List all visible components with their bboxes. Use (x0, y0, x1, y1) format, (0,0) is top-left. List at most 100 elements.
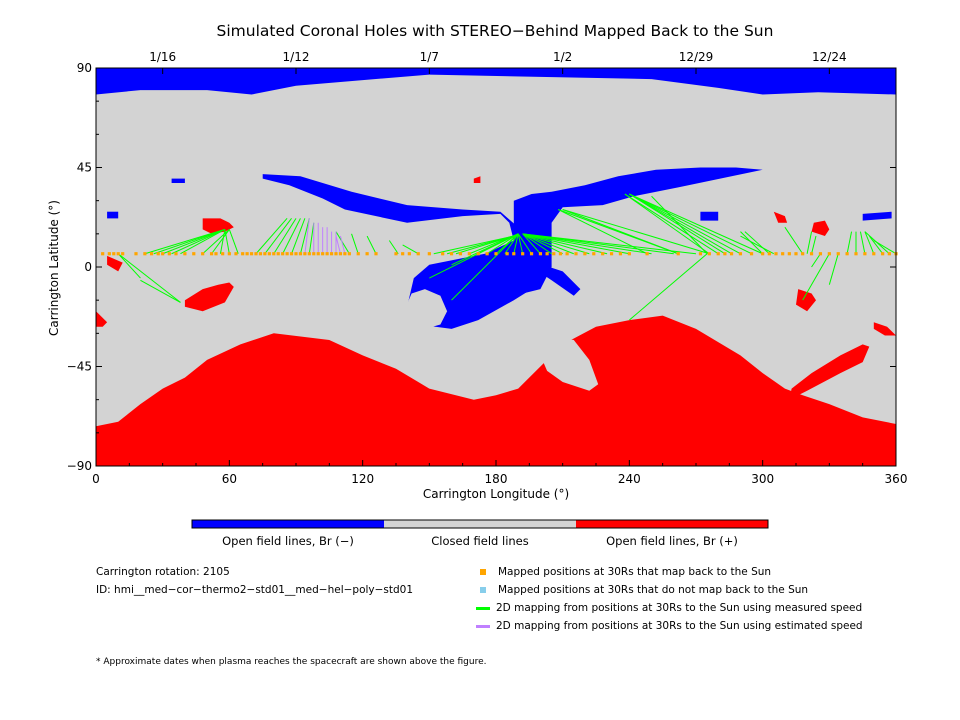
negative-patch-1 (700, 211, 719, 221)
mapped-position-point (723, 252, 727, 256)
mapped-position-point (545, 252, 549, 256)
measured-speed-line (624, 193, 710, 255)
legend-label-estimated: 2D mapping from positions at 30Rs to the… (496, 620, 863, 632)
mapped-position-point (272, 252, 276, 256)
mapped-position-point (167, 252, 171, 256)
negative-hole-band (262, 174, 541, 329)
mapped-position-point (601, 252, 605, 256)
mapped-position-point (263, 252, 267, 256)
measured-speed-line (219, 229, 226, 254)
footnote: * Approximate dates when plasma reaches … (96, 657, 487, 667)
legend-swatch-unmapped (480, 587, 486, 593)
measured-speed-line (811, 253, 821, 268)
mapped-position-point (316, 252, 320, 256)
negative-hole-extension (507, 167, 763, 294)
mapped-position-point (329, 252, 334, 256)
colorbar-segment-open-negative (192, 520, 384, 528)
x-tick-label: 60 (222, 472, 237, 486)
mapped-position-point (449, 252, 454, 256)
measured-speed-line (140, 279, 181, 303)
mapped-position-point (794, 252, 798, 256)
mapped-position-point (521, 252, 525, 256)
positive-patch-3 (107, 255, 123, 272)
mapped-position-point (149, 252, 154, 256)
mapped-position-point (101, 252, 105, 256)
mapped-position-point (774, 252, 778, 256)
measured-speed-line (629, 193, 732, 255)
mapped-position-point (583, 252, 587, 256)
measured-speed-line (255, 218, 288, 255)
measured-speed-line (651, 195, 708, 255)
measured-speed-line (629, 193, 726, 255)
mapped-position-point (258, 252, 263, 256)
measured-speed-line (522, 233, 541, 255)
mapped-position-point (394, 252, 398, 256)
legend-mapped: Mapped positions at 30Rs that map back t… (478, 566, 771, 578)
colorbar-label-closed: Closed field lines (431, 534, 529, 548)
mapped-position-point (761, 252, 765, 256)
mapped-position-point (221, 252, 225, 256)
measured-speed-line (629, 193, 752, 255)
measured-speed-line (211, 229, 230, 255)
mapped-position-point (827, 252, 831, 256)
mapped-position-point (818, 252, 823, 256)
y-tick-label: −45 (67, 360, 92, 374)
mapped-position-point (738, 252, 743, 256)
mapped-position-point (538, 252, 543, 256)
positive-patch-7 (873, 322, 896, 336)
mapped-position-point (836, 252, 840, 256)
top-date-label: 1/12 (283, 50, 310, 64)
legend-swatch-mapped (480, 569, 486, 575)
legend-measured: 2D mapping from positions at 30Rs to the… (476, 602, 862, 614)
mapped-position-point (307, 252, 311, 256)
mapped-position-point (609, 252, 614, 256)
mapped-position-point (716, 252, 720, 256)
mapped-position-point (618, 252, 623, 256)
mapped-position-point (592, 252, 596, 256)
mapped-position-point (458, 252, 463, 256)
mapped-position-point (787, 252, 791, 256)
colorbar-segment-closed (384, 520, 576, 528)
mapped-position-point (321, 252, 325, 256)
mapped-position-point (325, 252, 329, 256)
measured-speed-line (522, 233, 574, 255)
top-date-label: 12/29 (679, 50, 714, 64)
colorbar-segment-open-positive (576, 520, 768, 528)
mapped-position-point (416, 252, 420, 256)
colorbar-frame (191, 519, 769, 529)
top-date-label: 1/7 (420, 50, 439, 64)
measured-speed-line (868, 235, 884, 255)
positive-patch-4 (811, 220, 830, 236)
measured-speed-line (629, 253, 708, 321)
measured-speed-line (811, 235, 817, 254)
mapped-position-point (298, 252, 303, 256)
mapped-position-point (156, 252, 160, 256)
mapped-position-point (558, 252, 563, 256)
measured-speed-line (202, 229, 230, 255)
legend-label-measured: 2D mapping from positions at 30Rs to the… (496, 602, 863, 614)
mapped-position-point (214, 252, 218, 256)
mapped-position-point (281, 252, 285, 256)
measured-speed-line (486, 233, 519, 255)
mapped-position-point (343, 252, 347, 256)
colorbar (191, 519, 769, 529)
measured-speed-line (562, 209, 710, 255)
x-axis-label: Carrington Longitude (°) (423, 487, 569, 501)
x-tick-label: 360 (885, 472, 908, 486)
y-tick-label: −90 (67, 459, 92, 473)
mapped-position-point (627, 252, 631, 256)
measured-speed-line (629, 193, 763, 255)
mapped-position-point (645, 252, 649, 256)
mapped-position-point (552, 252, 556, 256)
mapped-position-point (107, 252, 111, 256)
measured-speed-line (517, 233, 532, 255)
mapped-position-point (467, 252, 471, 256)
mapped-position-point (505, 252, 509, 256)
mapped-position-point (485, 252, 489, 256)
mapped-position-point (183, 252, 187, 256)
y-tick-label: 0 (84, 260, 92, 274)
mapped-position-point (809, 252, 814, 256)
measured-speed-line (859, 231, 866, 254)
negative-patch-3 (171, 178, 185, 183)
